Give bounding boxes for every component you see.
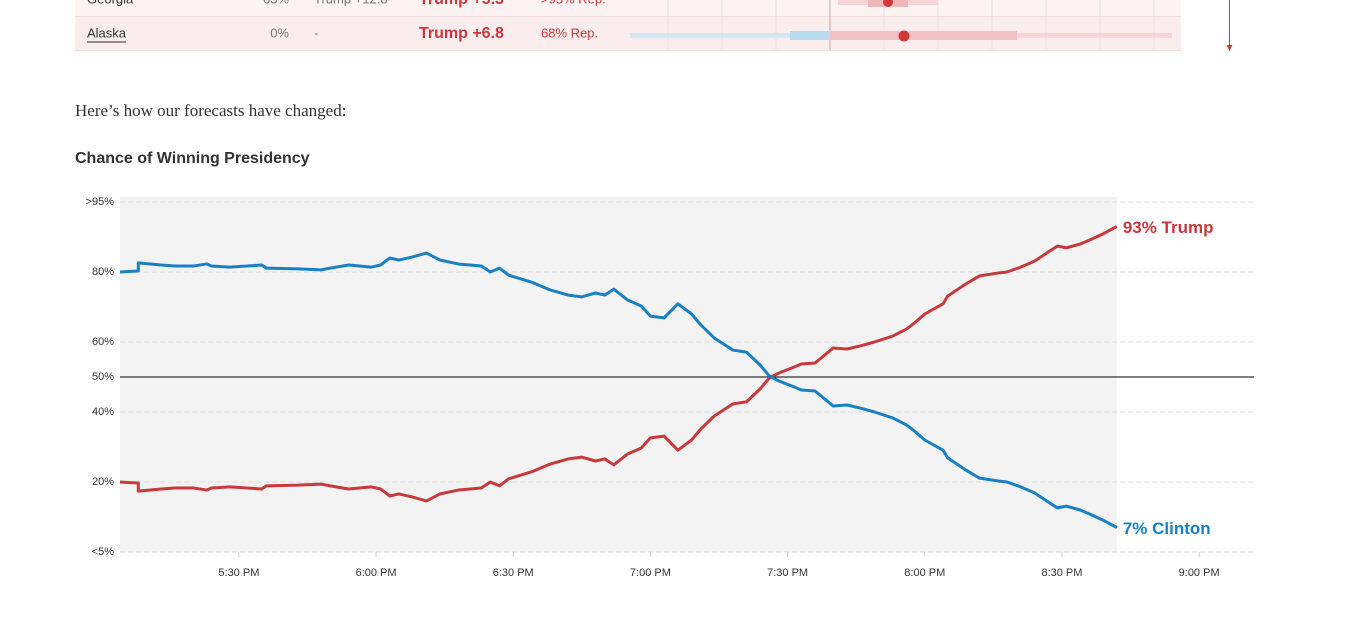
table-cell: Trump +5.3: [419, 0, 504, 8]
range-bar: [790, 31, 830, 40]
y-tick-label: 20%: [92, 476, 114, 488]
plot-background: [120, 197, 1117, 552]
table-cell: Trump +6.8: [419, 25, 504, 42]
range-dot: [883, 0, 893, 7]
scroll-arrow-head: [1226, 45, 1233, 51]
y-tick-label: 80%: [92, 266, 114, 278]
y-tick-label: <5%: [92, 546, 115, 558]
chart: >95% 80% 60% 50% 40% 20% <5% 5:30 PM 6:00 PM 6:30…: [86, 196, 1254, 579]
x-tick-label: 5:30 PM: [218, 567, 259, 579]
range-bar: [630, 33, 830, 38]
table-cell: Trump +12.8: [314, 0, 388, 6]
chart-title: Chance of Winning Presidency: [75, 150, 310, 167]
y-tick-label: 60%: [92, 336, 114, 348]
range-bar: [830, 31, 1017, 40]
x-tick-label: 8:00 PM: [904, 567, 945, 579]
y-tick-label: 40%: [92, 406, 114, 418]
state-name: Georgia: [87, 0, 134, 6]
x-tick-label: 7:30 PM: [767, 567, 808, 579]
table-cell: >95% Rep.: [541, 0, 606, 6]
table-row: [75, 0, 1181, 16]
intro-text: Here’s how our forecasts have changed:: [75, 101, 346, 120]
y-tick-label: 50%: [92, 371, 114, 383]
end-label: 7% Clinton: [1123, 519, 1211, 538]
x-tick-label: 6:30 PM: [493, 567, 534, 579]
x-tick-label: 7:00 PM: [630, 567, 671, 579]
series-line: [119, 225, 1118, 503]
end-label: 93% Trump: [1123, 218, 1214, 237]
table: Georgia 63% Trump +12.8 Trump +5.3 >95% Rep.…: [87, 0, 606, 43]
table-cell: 0%: [270, 25, 289, 40]
x-tick-label: 9:00 PM: [1179, 567, 1220, 579]
state-name: Alaska: [87, 25, 127, 40]
range-dot: [898, 30, 910, 42]
table-cell: 63%: [263, 0, 289, 6]
table-cell: -: [314, 25, 318, 40]
table-cell: 68% Rep.: [541, 25, 598, 40]
x-tick-label: 6:00 PM: [356, 567, 397, 579]
series-line: [119, 251, 1118, 529]
x-tick-label: 8:30 PM: [1041, 567, 1082, 579]
y-tick-label: >95%: [86, 196, 115, 208]
